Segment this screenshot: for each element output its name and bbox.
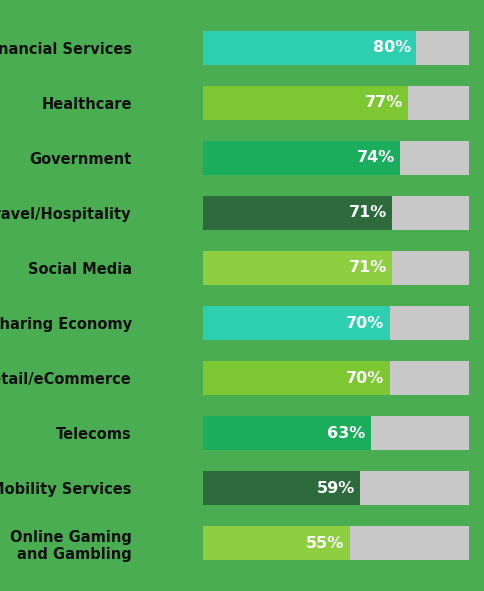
Text: 77%: 77% <box>364 95 403 110</box>
Bar <box>203 416 469 450</box>
Text: 80%: 80% <box>373 40 411 55</box>
Bar <box>203 251 392 285</box>
Text: 55%: 55% <box>306 536 345 551</box>
Bar <box>203 141 400 175</box>
Bar <box>203 31 416 64</box>
Bar <box>203 251 469 285</box>
Bar <box>203 306 390 340</box>
Bar <box>203 86 408 120</box>
Bar <box>203 141 469 175</box>
Text: 70%: 70% <box>346 316 384 330</box>
Text: 63%: 63% <box>327 426 366 441</box>
Bar <box>203 471 469 505</box>
Bar <box>203 527 349 560</box>
Bar <box>203 196 392 230</box>
Text: 74%: 74% <box>357 150 395 165</box>
Bar <box>203 361 469 395</box>
Bar <box>203 416 371 450</box>
Bar <box>203 361 390 395</box>
Bar <box>203 306 469 340</box>
Text: 59%: 59% <box>317 481 355 496</box>
Bar <box>203 86 469 120</box>
Text: 71%: 71% <box>348 261 387 275</box>
Bar <box>203 471 360 505</box>
Bar <box>203 196 469 230</box>
Text: 70%: 70% <box>346 371 384 385</box>
Text: 71%: 71% <box>348 206 387 220</box>
Bar <box>203 31 469 64</box>
Bar <box>203 527 469 560</box>
